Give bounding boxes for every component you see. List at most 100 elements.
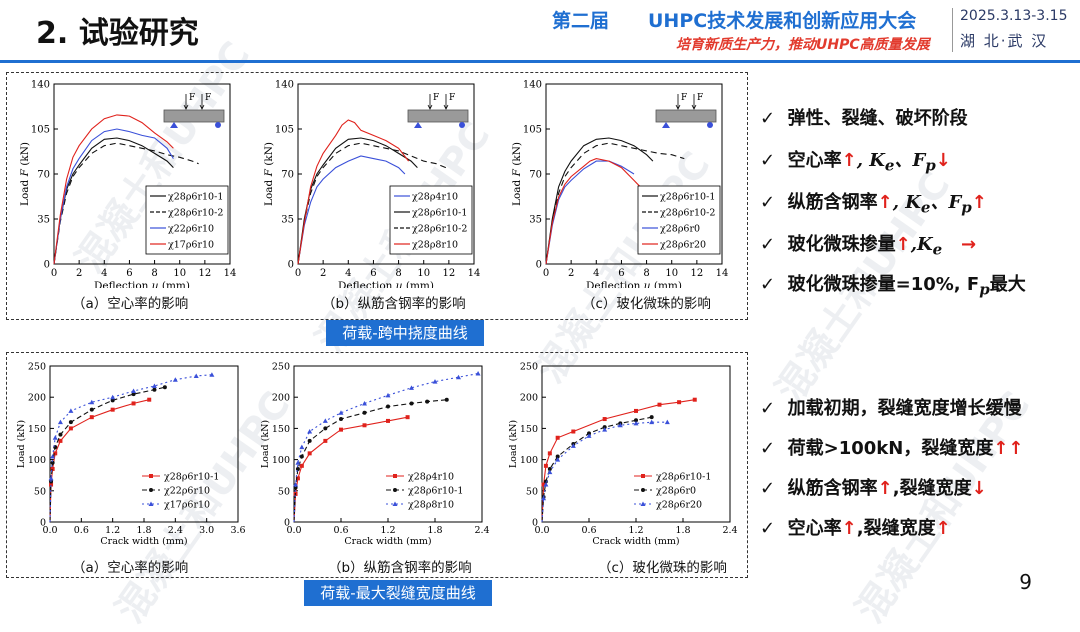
data-point: [52, 435, 58, 440]
legend-label: χ28ρ6r10-2: [412, 224, 467, 235]
x-tick-label: 0: [51, 268, 57, 279]
data-point: [633, 420, 639, 426]
data-point: [385, 392, 391, 398]
chart-caption: （b）纵筋含钢率的影响: [322, 296, 466, 312]
y-tick-label: 100: [272, 455, 290, 466]
series-line: [545, 160, 635, 265]
data-point: [172, 377, 178, 382]
data-point: [634, 408, 638, 413]
data-point: [555, 454, 560, 459]
data-point: [541, 495, 547, 501]
data-point: [541, 482, 546, 487]
data-point: [307, 451, 312, 456]
legend-label: χ28ρ6r10-2: [168, 208, 223, 219]
chart-crack-glass-bead: 0.0 0.6 1.2 1.8 2.4 0 50 100 150 200 250 Crack widt…: [508, 362, 738, 548]
y-tick-label: 0: [536, 260, 542, 271]
data-point: [432, 379, 438, 384]
x-tick-label: 2: [568, 268, 574, 279]
legend-label: χ28ρ4r10: [408, 472, 454, 483]
slide-title: 2. 试验研究: [36, 16, 199, 51]
data-point: [110, 398, 115, 403]
x-tick-label: 0.6: [581, 525, 596, 536]
bullet-glass-bead: ✓ 玻化微珠掺量↑,Ke →: [760, 234, 977, 259]
x-axis-label: Crack width (mm): [344, 536, 431, 547]
beam-schematic: [407, 109, 469, 123]
data-point: [293, 485, 298, 490]
bullet-initial-loading: ✓ 加载初期，裂缝宽度增长缓慢: [760, 398, 1022, 419]
roller-support: [707, 122, 713, 128]
x-tick-label: 12: [442, 268, 455, 279]
data-point: [339, 427, 343, 432]
data-point: [68, 408, 74, 413]
data-point: [89, 415, 94, 420]
y-tick-label: 0: [532, 518, 538, 529]
data-point: [323, 438, 328, 443]
x-tick-label: 0: [543, 268, 549, 279]
data-point: [110, 394, 116, 400]
series-line: [545, 137, 654, 265]
y-tick-label: 200: [520, 393, 538, 404]
x-tick-label: 10: [417, 268, 430, 279]
bullet-void-crack: ✓ 空心率↑,裂缝宽度↑: [760, 518, 951, 539]
data-point: [547, 466, 552, 471]
data-point: [405, 415, 410, 420]
chart-crack-void-ratio: 0.0 0.6 1.2 1.8 2.4 3.0 3.6 0 50 100 150 200 250 Crac…: [16, 362, 246, 548]
y-axis-label: Load (kN): [16, 420, 27, 468]
y-tick-label: 250: [272, 362, 290, 373]
series-line: [49, 386, 166, 523]
x-tick-label: 3.0: [199, 525, 214, 536]
data-point: [131, 401, 136, 406]
x-tick-label: 2.4: [168, 525, 183, 536]
data-point: [602, 417, 607, 422]
bullet-steel-ratio: ✓ 纵筋含钢率↑, Ke、Fp↑: [760, 192, 987, 217]
y-axis-label: Load F (kN): [19, 142, 31, 206]
pin-support: [414, 122, 422, 128]
y-axis-label: Load F (kN): [511, 142, 523, 206]
data-point: [649, 419, 655, 425]
data-point: [149, 474, 153, 478]
x-tick-label: 8: [643, 268, 649, 279]
y-tick-label: 150: [272, 424, 290, 435]
data-point: [162, 385, 167, 390]
data-point: [147, 397, 152, 402]
load-arrowhead: [427, 104, 433, 110]
x-tick-label: 10: [665, 268, 678, 279]
x-tick-label: 12: [198, 268, 211, 279]
legend-label: χ28ρ6r20: [656, 500, 702, 511]
series-line: [297, 119, 410, 265]
conference-date: 2025.3.13-3.15: [960, 8, 1068, 24]
x-tick-label: 8: [395, 268, 401, 279]
data-point: [131, 388, 137, 393]
y-tick-label: 70: [37, 170, 50, 181]
x-tick-label: 6: [618, 268, 624, 279]
x-tick-label: 14: [468, 268, 481, 279]
x-tick-label: 1.2: [628, 525, 643, 536]
load-label: F: [449, 93, 455, 103]
data-point: [555, 457, 561, 462]
conference-name: UHPC技术发展和创新应用大会: [648, 10, 917, 32]
data-point: [58, 438, 63, 443]
y-tick-label: 105: [523, 125, 542, 136]
data-point: [386, 404, 390, 409]
data-point: [152, 387, 157, 392]
data-point: [586, 433, 592, 438]
x-tick-label: 0.0: [286, 525, 301, 536]
data-point: [425, 399, 430, 404]
x-tick-label: 8: [151, 268, 157, 279]
y-tick-label: 0: [40, 518, 46, 529]
series-line: [53, 128, 174, 265]
y-tick-label: 100: [520, 455, 538, 466]
page-number: 9: [1019, 570, 1032, 594]
legend-label: χ28ρ6r0: [656, 486, 696, 497]
y-tick-label: 35: [37, 215, 50, 226]
data-point: [323, 426, 328, 431]
data-point: [293, 482, 299, 487]
y-tick-label: 200: [28, 393, 46, 404]
series-line: [545, 158, 647, 265]
series-line: [541, 421, 668, 523]
data-point: [649, 415, 654, 420]
data-point: [193, 373, 199, 378]
data-point: [50, 453, 56, 459]
x-tick-label: 10: [173, 268, 186, 279]
x-tick-label: 0.0: [534, 525, 549, 536]
